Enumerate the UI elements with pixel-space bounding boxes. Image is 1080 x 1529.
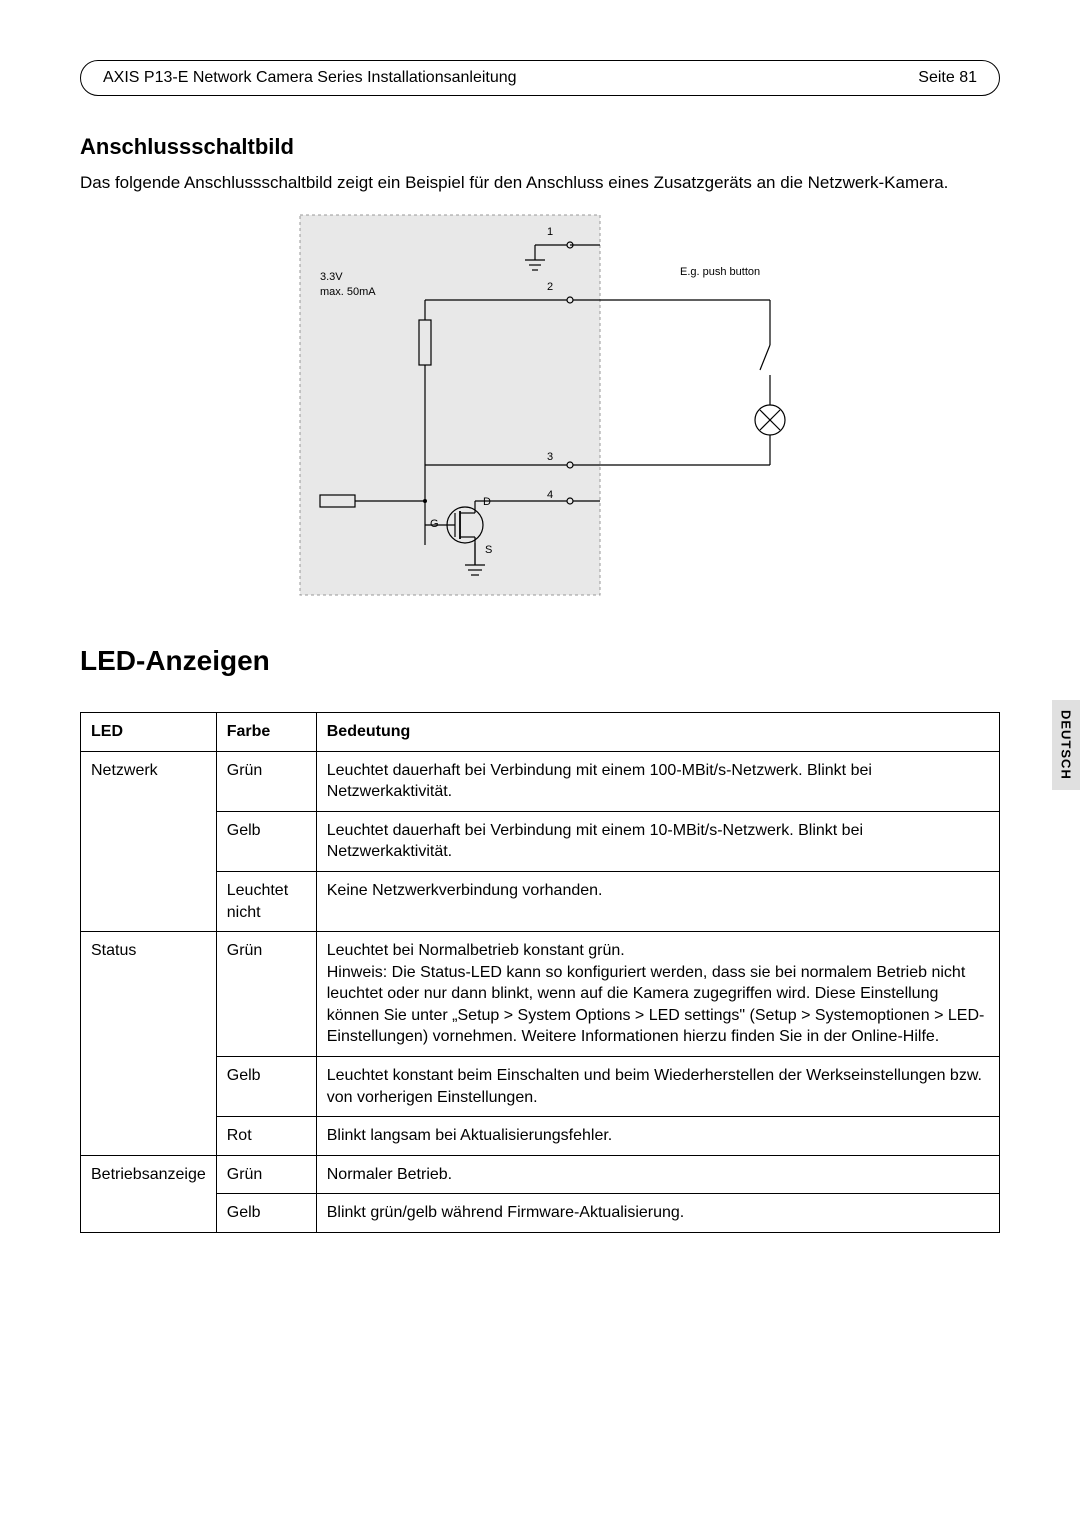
diagram-label-S: S [485, 544, 492, 556]
table-row: GelbLeuchtet konstant beim Einschalten u… [81, 1057, 1000, 1117]
table-cell-farbe: Grün [216, 751, 316, 811]
table-cell-led: Betriebsanzeige [81, 1155, 217, 1232]
diagram-pin3: 3 [547, 451, 553, 463]
diagram-label-D: D [483, 496, 491, 508]
diagram-label-push: E.g. push button [680, 266, 760, 278]
table-cell-led: Netzwerk [81, 751, 217, 932]
section2-heading: LED-Anzeigen [80, 645, 1000, 677]
table-header-farbe: Farbe [216, 712, 316, 751]
table-header-bedeutung: Bedeutung [316, 712, 999, 751]
table-cell-bedeutung: Blinkt langsam bei Aktualisierungsfehler… [316, 1117, 999, 1156]
diagram-pin1: 1 [547, 226, 553, 238]
table-cell-bedeutung: Leuchtet dauerhaft bei Verbindung mit ei… [316, 811, 999, 871]
table-cell-farbe: Gelb [216, 811, 316, 871]
table-row: StatusGrünLeuchtet bei Normalbetrieb kon… [81, 932, 1000, 1057]
table-row: RotBlinkt langsam bei Aktualisierungsfeh… [81, 1117, 1000, 1156]
diagram-pin2: 2 [547, 281, 553, 293]
table-cell-bedeutung: Leuchtet dauerhaft bei Verbindung mit ei… [316, 751, 999, 811]
table-cell-led: Status [81, 932, 217, 1156]
table-cell-bedeutung: Leuchtet bei Normalbetrieb konstant grün… [316, 932, 999, 1057]
table-cell-bedeutung: Leuchtet konstant beim Einschalten und b… [316, 1057, 999, 1117]
table-cell-farbe: Grün [216, 932, 316, 1057]
table-cell-farbe: Rot [216, 1117, 316, 1156]
table-cell-bedeutung: Blinkt grün/gelb während Firmware-Aktual… [316, 1194, 999, 1233]
connection-diagram: 3.3V max. 50mA E.g. push button 1 2 [260, 205, 820, 605]
section1-heading: Anschlussschaltbild [80, 134, 1000, 160]
table-cell-farbe: Gelb [216, 1057, 316, 1117]
diagram-pin4: 4 [547, 489, 553, 501]
language-tab: DEUTSCH [1052, 700, 1080, 790]
diagram-label-voltage2: max. 50mA [320, 286, 376, 298]
table-row: NetzwerkGrünLeuchtet dauerhaft bei Verbi… [81, 751, 1000, 811]
table-row: BetriebsanzeigeGrünNormaler Betrieb. [81, 1155, 1000, 1194]
led-table: LED Farbe Bedeutung NetzwerkGrünLeuchtet… [80, 712, 1000, 1233]
table-cell-bedeutung: Keine Netzwerkverbindung vorhanden. [316, 871, 999, 931]
table-row: GelbLeuchtet dauerhaft bei Verbindung mi… [81, 811, 1000, 871]
table-cell-farbe: Grün [216, 1155, 316, 1194]
table-header-led: LED [81, 712, 217, 751]
header-page: Seite 81 [918, 69, 977, 87]
table-cell-farbe: Gelb [216, 1194, 316, 1233]
page-header: AXIS P13-E Network Camera Series Install… [80, 60, 1000, 96]
diagram-label-voltage1: 3.3V [320, 271, 343, 283]
table-row: Leuchtet nichtKeine Netzwerkverbindung v… [81, 871, 1000, 931]
section1-paragraph: Das folgende Anschlussschaltbild zeigt e… [80, 172, 1000, 195]
diagram-label-G: G [430, 518, 439, 530]
table-cell-bedeutung: Normaler Betrieb. [316, 1155, 999, 1194]
table-row: GelbBlinkt grün/gelb während Firmware-Ak… [81, 1194, 1000, 1233]
table-cell-farbe: Leuchtet nicht [216, 871, 316, 931]
header-title: AXIS P13-E Network Camera Series Install… [103, 69, 517, 87]
